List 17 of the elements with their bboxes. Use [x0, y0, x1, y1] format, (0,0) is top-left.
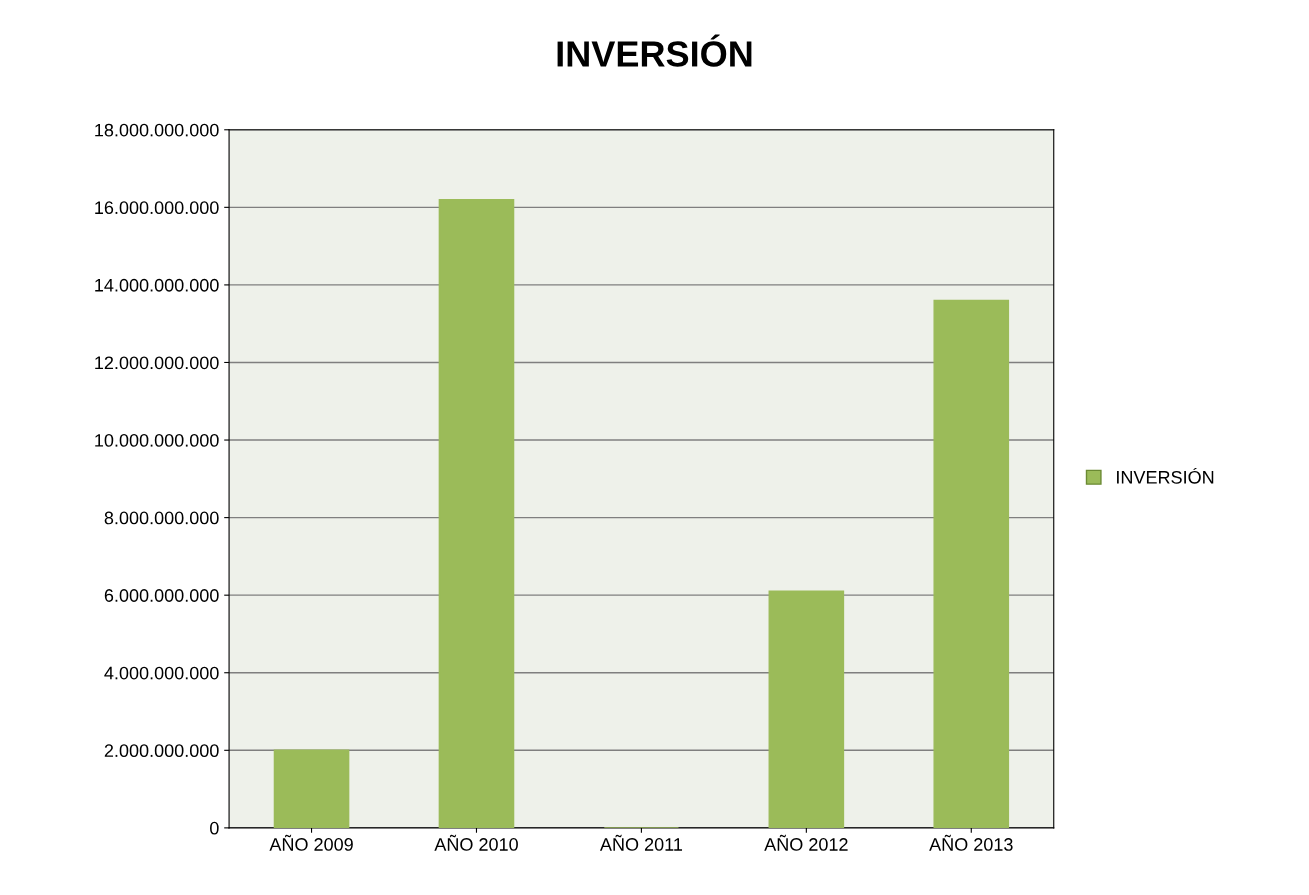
chart-title: INVERSIÓN [557, 34, 752, 67]
y-tick-label: 6.000.000.000 [104, 589, 219, 602]
y-tick-label: 16.000.000.000 [95, 201, 219, 215]
x-tick-label: AÑO 2011 [599, 834, 683, 851]
y-tick-label: 14.000.000.000 [95, 278, 219, 292]
legend-label: INVERSIÓN [1117, 467, 1214, 484]
x-tick-label: AÑO 2013 [929, 834, 1013, 851]
y-tick-label: 4.000.000.000 [104, 666, 219, 680]
y-tick-label: 8.000.000.000 [104, 511, 219, 525]
x-tick-label: AÑO 2012 [764, 834, 848, 851]
x-tick-label: AÑO 2010 [434, 834, 518, 851]
y-tick-label: 2.000.000.000 [104, 744, 219, 758]
y-tick-label: 0 [210, 821, 219, 835]
y-tick-label: 10.000.000.000 [95, 433, 219, 447]
y-tick-label: 12.000.000.000 [95, 356, 219, 370]
x-tick-label: AÑO 2009 [269, 834, 353, 851]
y-tick-label: 18.000.000.000 [95, 123, 219, 137]
